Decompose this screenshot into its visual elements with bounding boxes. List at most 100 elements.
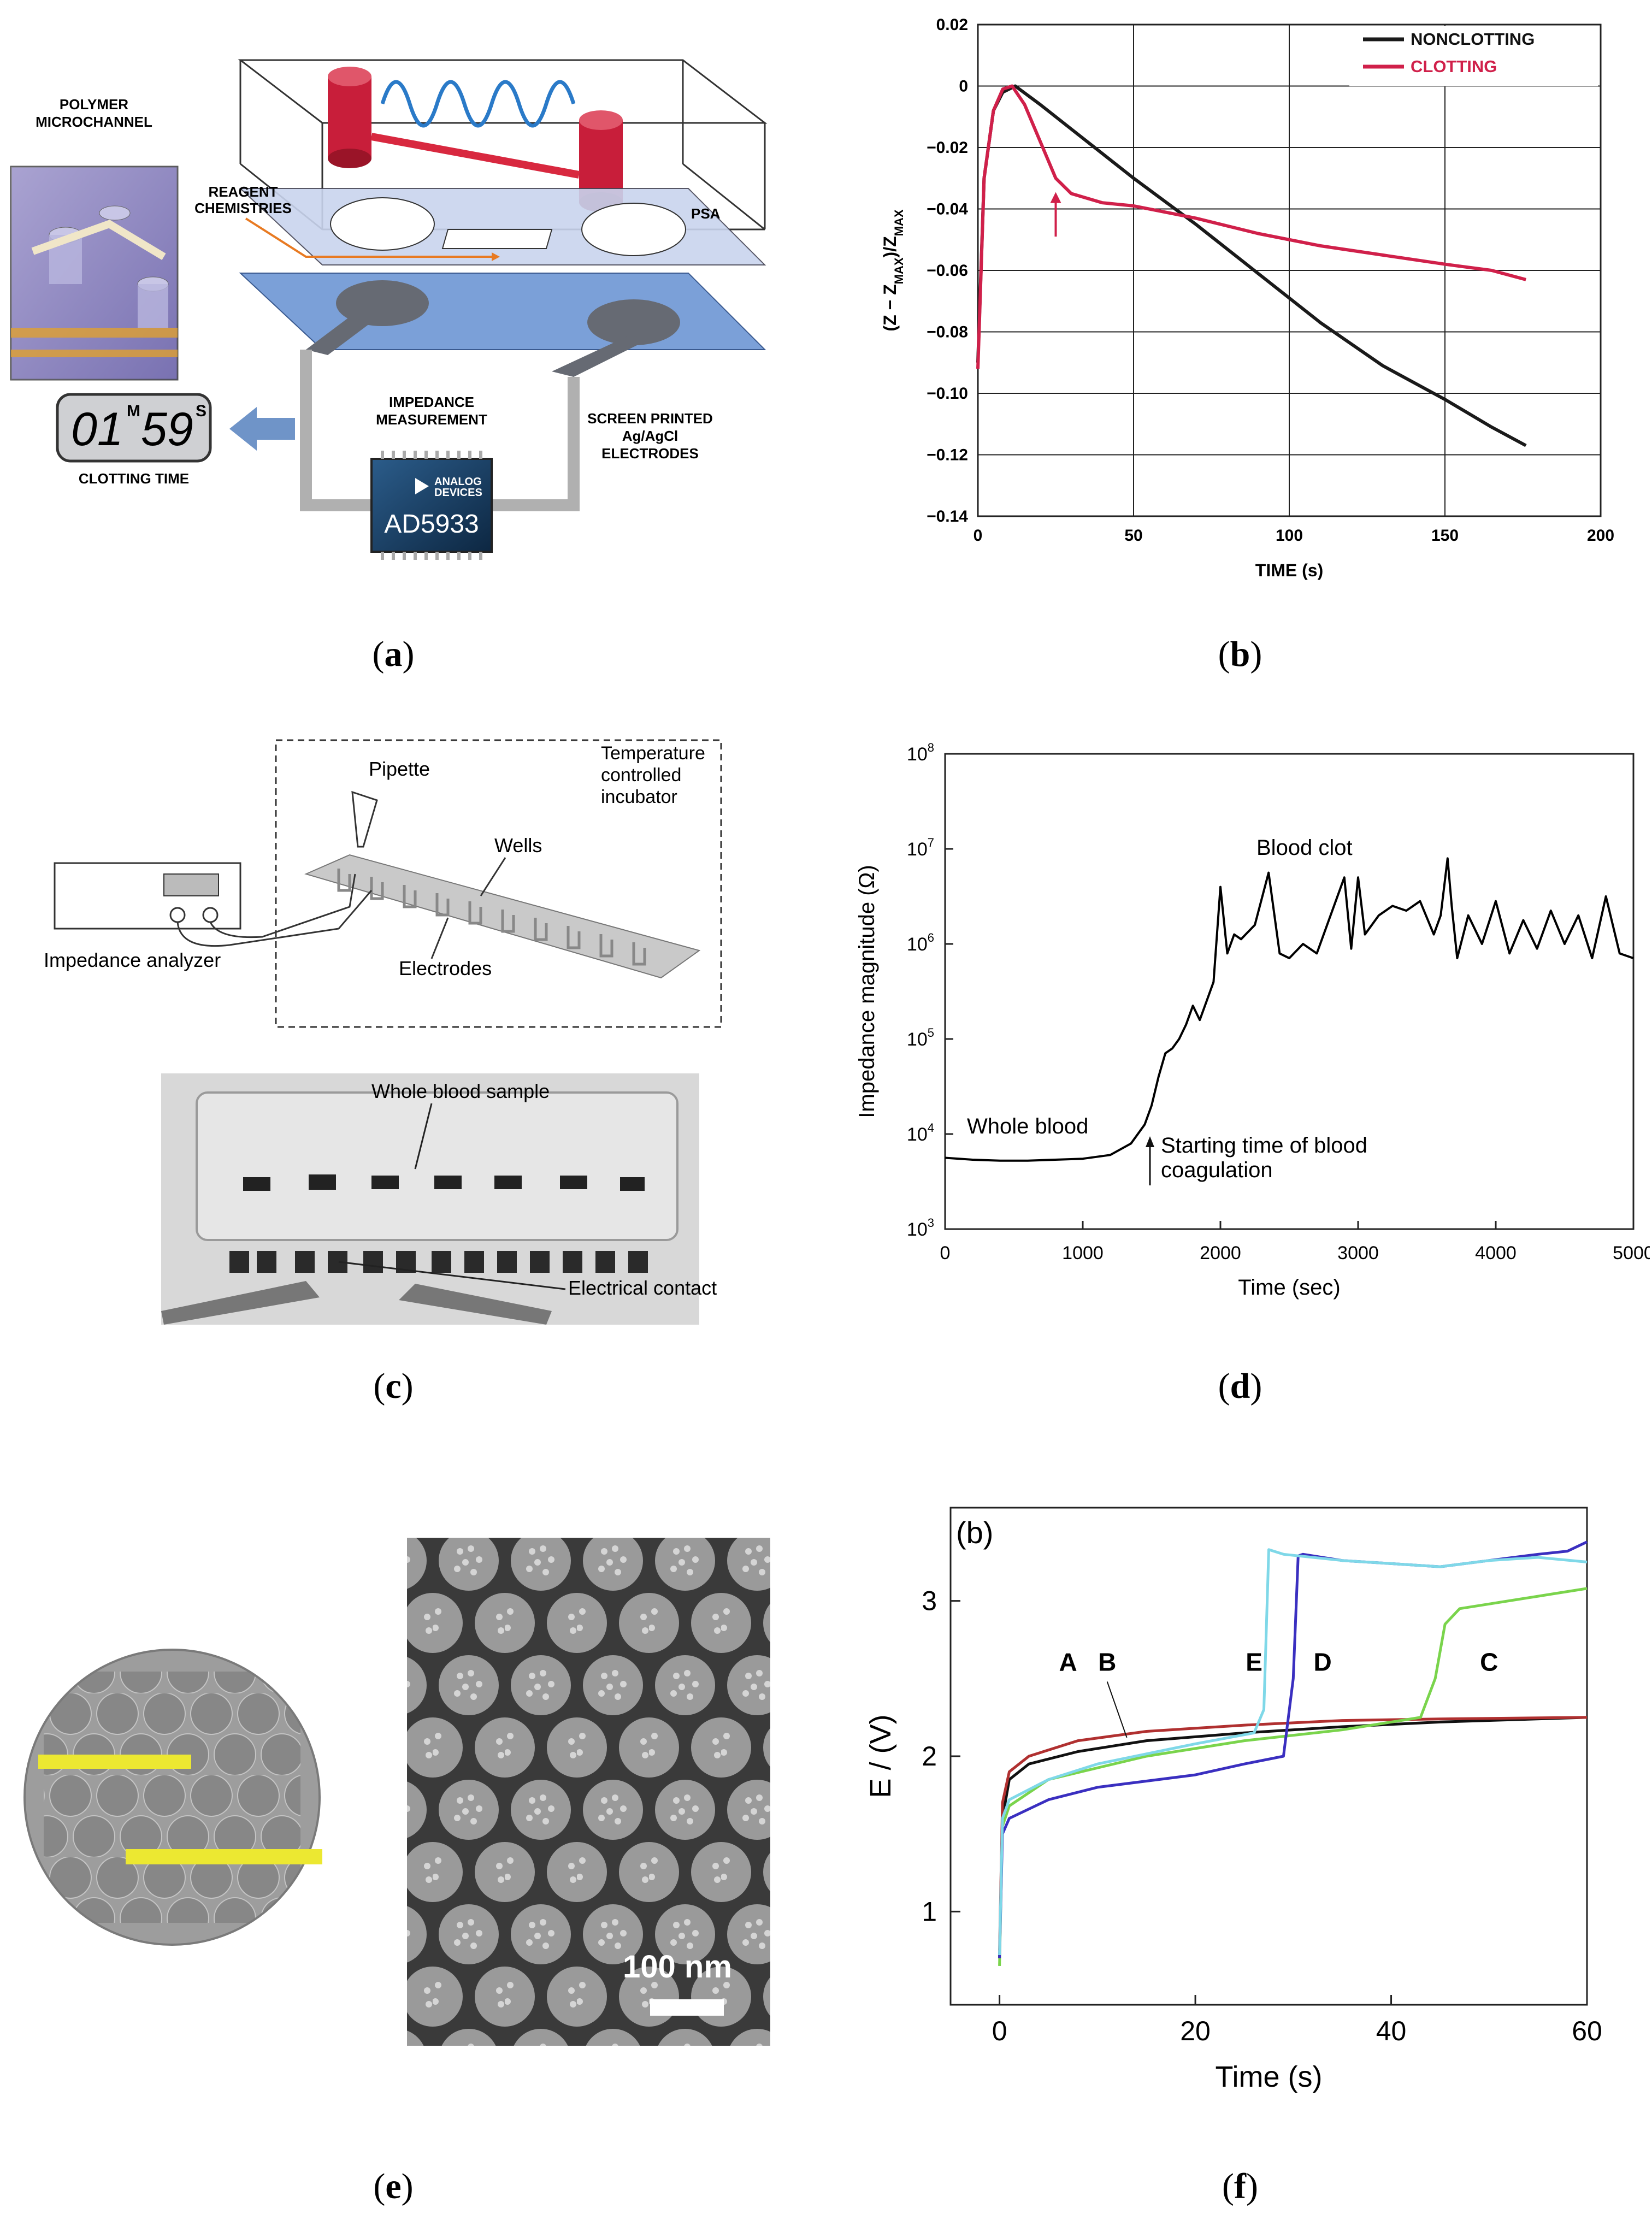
plot-frame bbox=[944, 753, 1635, 1230]
wells-label: Wells bbox=[494, 834, 542, 857]
ad5933-chip: ANALOG DEVICES AD5933 bbox=[370, 451, 493, 560]
electrode-wells bbox=[337, 869, 646, 966]
yellow-bar-top bbox=[38, 1755, 191, 1769]
plot-frame bbox=[977, 23, 1602, 517]
y-axis-label: E / (V) bbox=[864, 1714, 897, 1798]
temp-label-1: Temperature bbox=[601, 743, 705, 764]
screen-printed-label: SCREEN PRINTED bbox=[587, 410, 713, 427]
display-seconds-unit: S bbox=[196, 402, 206, 420]
chart-b-svg: 0 50 100 150 200 0.02 0 −0.02 −0.04 −0.06 −0.08 −0.… bbox=[880, 16, 1614, 580]
x-tick-label: 0 bbox=[940, 1243, 951, 1263]
y-tick-label: 103 bbox=[907, 1216, 934, 1240]
legend-label: NONCLOTTING bbox=[1411, 29, 1535, 49]
y-tick-label: −0.08 bbox=[927, 323, 968, 341]
series-line-c bbox=[998, 1587, 1588, 1966]
x-tick-label: 20 bbox=[1180, 2016, 1211, 2046]
display-minutes-unit: M bbox=[127, 402, 140, 420]
y-tick-label: −0.10 bbox=[927, 385, 968, 403]
panel-d-chart: 0 1000 2000 3000 4000 5000 103 104 105 106 107 108 W… bbox=[825, 732, 1652, 1344]
panel-e-images: 100 nm bbox=[0, 1530, 792, 2048]
annotation-whole-blood: Whole blood bbox=[967, 1114, 1088, 1138]
curve-label-d: D bbox=[1313, 1648, 1331, 1676]
psa-label: PSA bbox=[691, 205, 721, 222]
y-tick-label: 108 bbox=[907, 741, 934, 765]
curve-label-e: E bbox=[1246, 1648, 1262, 1676]
whole-blood-photo bbox=[161, 1073, 699, 1325]
chart-f-svg: 0 20 40 60 1 2 3 (b) A B C D E Time (s) E / (V) bbox=[864, 1507, 1602, 2093]
yellow-bar-bottom bbox=[126, 1849, 322, 1864]
reagent-label: REAGENT bbox=[208, 184, 278, 200]
chip-brand-1: ANALOG bbox=[434, 476, 482, 488]
y-axis-label: Impedance magnitude (Ω) bbox=[855, 865, 879, 1118]
y-tick-label: 0 bbox=[959, 78, 968, 96]
pipette-label: Pipette bbox=[369, 758, 430, 780]
series-line-nonclotting bbox=[976, 84, 1527, 447]
electrical-contact-label: Electrical contact bbox=[568, 1277, 717, 1299]
psa-layer: PSA bbox=[239, 188, 766, 265]
scale-bar-label: 100 nm bbox=[623, 1949, 732, 1985]
x-tick-label: 0 bbox=[992, 2016, 1007, 2046]
x-axis-label: Time (sec) bbox=[1238, 1276, 1340, 1300]
polymer-microchannel-inset bbox=[10, 166, 179, 381]
x-tick-label: 0 bbox=[974, 527, 983, 545]
annotation-start-2: coagulation bbox=[1161, 1158, 1273, 1182]
analyzer-label: Impedance analyzer bbox=[44, 949, 221, 971]
x-tick-label: 50 bbox=[1124, 527, 1142, 545]
scale-bar bbox=[650, 1999, 724, 2016]
y-tick-label: 2 bbox=[922, 1741, 937, 1772]
fiber-cross-section bbox=[23, 1649, 322, 1946]
annotation-blood-clot: Blood clot bbox=[1256, 836, 1353, 860]
panel-b-chart: 0 50 100 150 200 0.02 0 −0.02 −0.04 −0.06 −0.08 −0.… bbox=[825, 0, 1652, 601]
caption-e: (e) bbox=[373, 2166, 414, 2206]
x-tick-label: 1000 bbox=[1062, 1243, 1104, 1263]
y-tick-label: −0.02 bbox=[927, 139, 968, 157]
caption-f: (f) bbox=[1222, 2166, 1258, 2206]
arrow-left-icon bbox=[229, 407, 295, 451]
caption-c: (c) bbox=[373, 1366, 414, 1406]
caption-b: (b) bbox=[1218, 634, 1262, 674]
y-tick-label: 0.02 bbox=[936, 16, 968, 34]
curve-label-c: C bbox=[1480, 1648, 1498, 1676]
x-axis-label: TIME (s) bbox=[1255, 560, 1323, 580]
electrodes-label-c: Electrodes bbox=[399, 957, 492, 979]
impedance-label: IMPEDANCE bbox=[389, 394, 474, 410]
microchannel-label: MICROCHANNEL bbox=[36, 114, 152, 130]
chip-model: AD5933 bbox=[384, 510, 479, 539]
curve-label-a: A bbox=[1059, 1648, 1077, 1676]
x-tick-label: 2000 bbox=[1200, 1243, 1241, 1263]
y-tick-label: −0.04 bbox=[927, 200, 968, 219]
x-tick-label: 4000 bbox=[1475, 1243, 1517, 1263]
pipette-icon bbox=[351, 790, 378, 848]
electrodes-label: ELECTRODES bbox=[601, 445, 699, 462]
curve-label-b-leader bbox=[1106, 1681, 1128, 1738]
polymer-label: POLYMER bbox=[60, 96, 128, 113]
panel-a-schematic: POLYMER MICROCHANNEL PSA REAGENT CHEMIST… bbox=[0, 0, 792, 601]
legend-label: CLOTTING bbox=[1411, 57, 1497, 76]
x-tick-label: 150 bbox=[1431, 527, 1459, 545]
x-axis-label: Time (s) bbox=[1216, 2060, 1323, 2093]
panel-c-setup: Temperature controlled incubator Pipette… bbox=[0, 710, 792, 1338]
annotation-arrow-head bbox=[1146, 1136, 1154, 1147]
panel-f-chart: 0 20 40 60 1 2 3 (b) A B C D E Time (s) E / (V) bbox=[825, 1497, 1652, 2125]
sem-image: 100 nm bbox=[407, 1538, 770, 2046]
y-tick-label: 106 bbox=[907, 931, 934, 955]
x-tick-label: 100 bbox=[1276, 527, 1303, 545]
display-seconds: 59 bbox=[141, 403, 193, 456]
y-axis-label: (Z − ZMAX)/ZMAX bbox=[880, 209, 906, 331]
x-tick-label: 3000 bbox=[1337, 1243, 1379, 1263]
x-tick-label: 200 bbox=[1587, 527, 1614, 545]
display-minutes: 01 bbox=[71, 403, 123, 456]
annotation-start-1: Starting time of blood bbox=[1161, 1133, 1367, 1158]
x-tick-label: 40 bbox=[1376, 2016, 1407, 2046]
clotting-time-label: CLOTTING TIME bbox=[79, 470, 189, 487]
annotation-arrow-head bbox=[1050, 192, 1061, 203]
series-line-b bbox=[998, 1716, 1588, 1951]
y-tick-label: −0.12 bbox=[927, 446, 968, 464]
measurement-label: MEASUREMENT bbox=[376, 411, 487, 428]
incubator-box bbox=[275, 739, 722, 1028]
chip-brand-2: DEVICES bbox=[434, 487, 482, 499]
x-tick-label: 5000 bbox=[1613, 1243, 1650, 1263]
caption-a: (a) bbox=[372, 634, 415, 674]
chart-d-svg: 0 1000 2000 3000 4000 5000 103 104 105 106 107 108 W… bbox=[855, 741, 1652, 1300]
temp-label-2: controlled bbox=[601, 765, 681, 786]
